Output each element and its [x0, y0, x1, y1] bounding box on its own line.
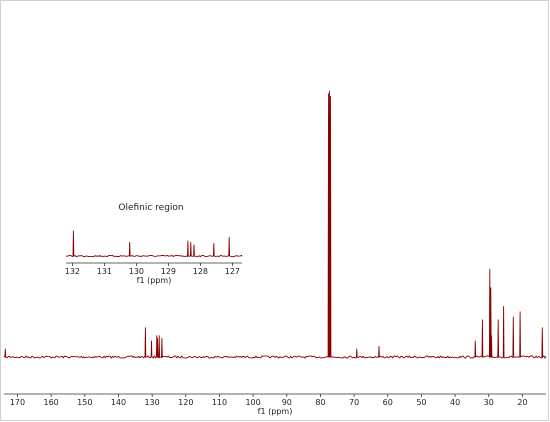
main-spectrum: 170 160 150 140 130 120 110 100 90 80 70 60 50 40 30 20… [3, 90, 547, 416]
main-tick-label: 140 [111, 398, 126, 407]
main-tick-label: 50 [416, 398, 426, 407]
inset-x-axis-label: f1 (ppm) [137, 276, 172, 285]
main-tick-label: 30 [484, 398, 494, 407]
main-tick-label: 160 [43, 398, 58, 407]
main-tick-label: 110 [212, 398, 227, 407]
main-tick-label: 70 [349, 398, 359, 407]
inset-tick-label: 129 [161, 267, 176, 276]
main-tick-label: 60 [383, 398, 393, 407]
inset-tick-label: 131 [97, 267, 112, 276]
main-tick-label: 80 [315, 398, 325, 407]
inset-olefinic-region: Olefinic region 132 131 130 129 128 127 f1 (p… [65, 203, 243, 285]
inset-tick-label: 130 [129, 267, 144, 276]
inset-tick-label: 128 [193, 267, 208, 276]
main-tick-label: 130 [144, 398, 159, 407]
main-tick-label: 120 [178, 398, 193, 407]
inset-tick-label: 127 [225, 267, 240, 276]
main-x-axis-label: f1 (ppm) [258, 407, 293, 416]
inset-spectrum-trace [65, 230, 243, 258]
main-tick-label: 100 [245, 398, 260, 407]
inset-x-ticks: 132 131 130 129 128 127 [65, 263, 240, 276]
inset-title: Olefinic region [118, 203, 183, 213]
main-tick-label: 40 [450, 398, 460, 407]
main-tick-label: 150 [77, 398, 92, 407]
main-tick-label: 170 [10, 398, 25, 407]
main-tick-label: 20 [517, 398, 527, 407]
main-spectrum-trace [3, 90, 547, 359]
main-tick-label: 90 [282, 398, 292, 407]
inset-tick-label: 132 [65, 267, 80, 276]
main-x-ticks: 170 160 150 140 130 120 110 100 90 80 70 60 50 40 30 20 [10, 394, 528, 407]
